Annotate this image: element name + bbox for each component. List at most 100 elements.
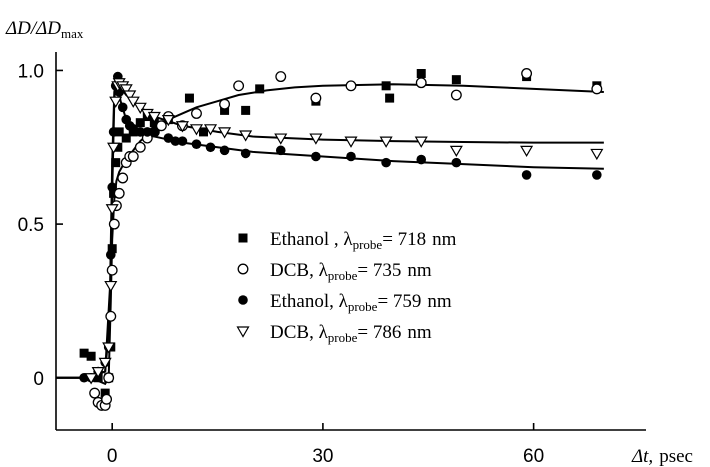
data-point xyxy=(218,127,232,139)
data-point xyxy=(111,158,121,168)
data-point xyxy=(219,98,231,110)
data-point xyxy=(309,133,323,145)
data-point xyxy=(416,154,427,165)
data-point xyxy=(106,264,118,276)
data-point xyxy=(119,84,133,96)
data-point xyxy=(345,80,357,92)
legend-value: = 718 xyxy=(382,229,426,250)
data-point xyxy=(113,187,125,199)
x-tick-label: 0 xyxy=(107,446,118,467)
legend-item: DCB, λprobe= 786 nm xyxy=(236,322,432,345)
data-point xyxy=(415,77,427,89)
data-point xyxy=(135,118,145,128)
data-point xyxy=(416,69,426,79)
legend-marker xyxy=(237,263,249,275)
data-point xyxy=(91,367,105,379)
data-point xyxy=(240,148,251,159)
data-point xyxy=(274,133,288,145)
data-point xyxy=(379,136,393,148)
data-point xyxy=(89,387,101,399)
data-point xyxy=(114,127,124,137)
legend-item: Ethanol , λprobe= 718 nm xyxy=(238,229,457,252)
data-point xyxy=(105,310,117,322)
legend-item: Ethanol, λprobe= 759 nm xyxy=(238,291,452,314)
data-point xyxy=(84,373,98,385)
legend-lambda-sub: probe xyxy=(328,268,358,283)
y-axis-title: ΔD/ΔDmax xyxy=(5,18,84,41)
data-point xyxy=(449,145,463,158)
data-point xyxy=(220,105,230,115)
y-axis-title-main: ΔD/ΔD xyxy=(5,18,61,39)
data-point xyxy=(127,151,139,162)
legend-lambda-sub: probe xyxy=(328,330,358,345)
data-point xyxy=(381,81,391,91)
legend-value: = 786 xyxy=(357,322,401,343)
data-point xyxy=(102,342,116,354)
data-point xyxy=(109,96,123,108)
legend-marker xyxy=(238,295,248,305)
legend-solvent: Ethanol, xyxy=(270,291,339,312)
legend-unit: nm xyxy=(407,322,432,343)
data-point xyxy=(155,120,167,132)
data-point xyxy=(117,102,128,113)
legend-unit: nm xyxy=(407,260,432,281)
data-point xyxy=(105,250,116,260)
data-point xyxy=(98,357,112,370)
legend-solvent: DCB, xyxy=(270,322,319,343)
x-ticks: 0 30 60 xyxy=(107,423,544,467)
data-point xyxy=(199,127,208,137)
legend-lambda: λ xyxy=(339,291,349,312)
data-point xyxy=(170,136,181,146)
data-point xyxy=(275,145,286,156)
data-point xyxy=(142,127,153,137)
data-point xyxy=(385,93,395,103)
data-point xyxy=(121,133,131,143)
data-point xyxy=(381,157,391,168)
data-point xyxy=(147,111,161,124)
data-point xyxy=(450,89,462,101)
x-axis-title-unit: psec xyxy=(659,446,693,467)
legend-lambda-sub: probe xyxy=(353,237,383,252)
x-tick-label: 60 xyxy=(523,446,544,467)
legend-marker xyxy=(238,233,248,243)
data-point xyxy=(107,182,117,193)
y-tick-label: 1.0 xyxy=(18,61,44,82)
data-point xyxy=(134,141,146,153)
legend-label: Ethanol , λprobe= 718 nm xyxy=(270,229,457,252)
x-tick-label: 30 xyxy=(312,446,333,467)
series-4 xyxy=(84,78,604,385)
data-point xyxy=(109,188,119,198)
y-axis-title-sub: max xyxy=(61,26,84,41)
data-point xyxy=(117,172,129,184)
data-point xyxy=(521,170,532,180)
data-point xyxy=(241,105,251,115)
y-ticks: 1.0 0.5 0 xyxy=(18,61,63,390)
legend-lambda: λ xyxy=(319,322,329,343)
y-tick-label: 0 xyxy=(33,369,44,390)
data-point xyxy=(521,68,533,79)
y-tick-label: 0.5 xyxy=(18,215,44,236)
data-point xyxy=(239,130,253,142)
legend-solvent: Ethanol , xyxy=(270,229,343,250)
data-point xyxy=(203,124,218,136)
legend-value: = 735 xyxy=(357,260,401,281)
data-point xyxy=(123,90,137,102)
legend-label: DCB, λprobe= 786 nm xyxy=(270,322,432,345)
legend-value: = 759 xyxy=(377,291,421,312)
data-point xyxy=(104,280,118,293)
legend-label: DCB, λprobe= 735 nm xyxy=(270,260,432,283)
legend-solvent: DCB, xyxy=(270,260,319,281)
data-point xyxy=(520,145,534,158)
x-axis-title-main: Δt, xyxy=(631,446,653,467)
data-point xyxy=(149,127,160,137)
data-point xyxy=(135,127,146,137)
data-point xyxy=(591,83,603,95)
data-point xyxy=(451,157,462,168)
data-point xyxy=(189,124,204,136)
data-point xyxy=(346,151,356,162)
data-point xyxy=(161,115,175,127)
data-point xyxy=(255,84,265,94)
data-point xyxy=(233,80,245,92)
